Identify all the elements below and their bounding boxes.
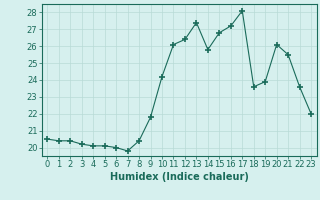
X-axis label: Humidex (Indice chaleur): Humidex (Indice chaleur) [110,172,249,182]
